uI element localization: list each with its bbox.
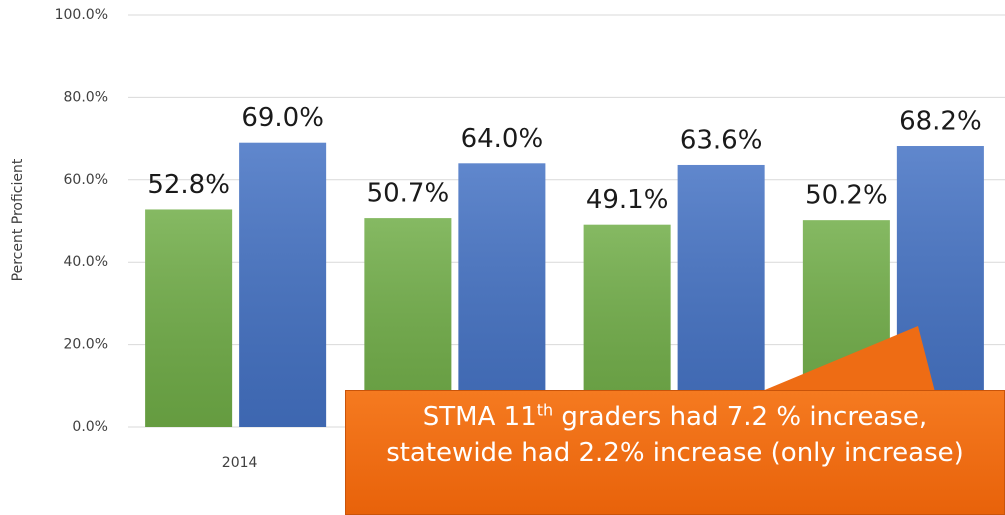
value-label: 50.2% [805, 181, 888, 211]
value-label: 49.1% [586, 185, 669, 215]
callout-text: STMA 11 [422, 402, 537, 432]
bar-shade [239, 142, 327, 427]
bar-shade [145, 209, 233, 427]
callout-sup: th [536, 400, 554, 420]
value-label: 64.0% [461, 124, 544, 154]
y-tick-label: 20.0% [64, 337, 108, 353]
y-tick-label: 100.0% [55, 7, 108, 23]
callout-pointer [760, 326, 935, 392]
y-tick-label: 80.0% [64, 89, 108, 105]
y-tick-label: 0.0% [72, 419, 108, 435]
y-tick-label: 60.0% [64, 172, 108, 188]
value-label: 69.0% [241, 103, 324, 133]
bar-shade [458, 163, 546, 427]
x-tick-label: 2014 [222, 455, 258, 471]
bar-shade [677, 164, 765, 427]
callout: STMA 11th graders had 7.2 % increase, st… [345, 390, 1005, 515]
y-axis-label: Percent Proficient [10, 158, 26, 281]
callout-text: graders had 7.2 % increase, statewide ha… [386, 402, 964, 468]
value-label: 50.7% [367, 179, 450, 209]
value-label: 52.8% [147, 170, 230, 200]
value-label: 68.2% [899, 107, 982, 137]
value-label: 63.6% [680, 125, 763, 155]
y-tick-label: 40.0% [64, 254, 108, 270]
